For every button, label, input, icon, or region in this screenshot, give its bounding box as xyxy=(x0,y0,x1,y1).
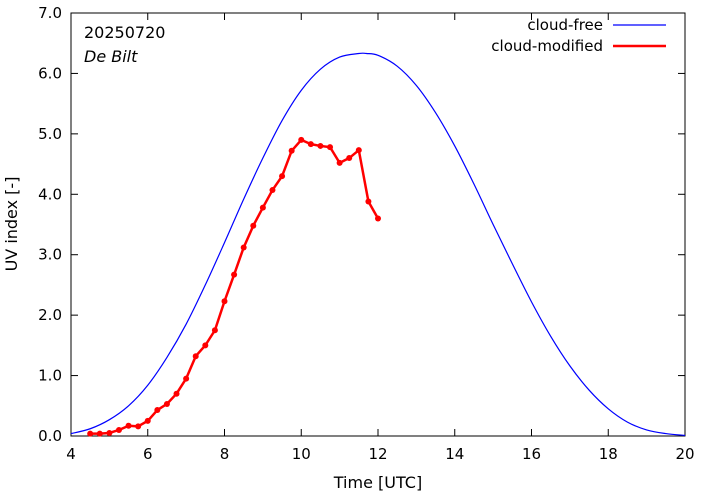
data-point-cloud-modified xyxy=(87,430,94,437)
series-layer xyxy=(70,52,686,437)
x-tick-label: 12 xyxy=(368,445,387,463)
x-axis-ticks: 4 6 8 10 12 14 16 18 20 xyxy=(66,13,695,463)
data-point-cloud-modified xyxy=(317,142,324,149)
x-tick-label: 8 xyxy=(220,445,230,463)
data-point-cloud-modified xyxy=(259,204,266,211)
data-point-cloud-modified xyxy=(346,155,353,162)
data-point-cloud-modified xyxy=(298,136,305,143)
y-tick-label: 5.0 xyxy=(38,125,62,143)
data-point-cloud-modified xyxy=(355,147,362,154)
plot-frame-group xyxy=(70,12,686,437)
data-point-cloud-modified xyxy=(240,244,247,251)
data-point-cloud-modified xyxy=(336,159,343,166)
data-point-cloud-modified xyxy=(192,353,199,360)
series-line-cloud-modified xyxy=(90,138,380,435)
series-line-cloud-free xyxy=(70,52,686,436)
data-point-cloud-modified xyxy=(154,407,161,414)
data-point-cloud-modified xyxy=(375,215,381,222)
data-point-cloud-modified xyxy=(125,422,132,429)
x-tick-label: 16 xyxy=(522,445,541,463)
x-axis-label: Time [UTC] xyxy=(333,473,422,492)
data-point-cloud-modified xyxy=(163,400,170,407)
data-point-cloud-modified xyxy=(250,222,257,229)
data-point-cloud-modified xyxy=(106,429,113,436)
data-point-cloud-modified xyxy=(279,173,286,180)
data-point-cloud-modified xyxy=(327,144,334,151)
x-tick-label: 14 xyxy=(445,445,464,463)
x-tick-label: 6 xyxy=(143,445,153,463)
legend-label-cloud-modified: cloud-modified xyxy=(491,37,603,55)
y-axis-label: UV index [-] xyxy=(2,177,21,272)
y-tick-label: 6.0 xyxy=(38,64,62,82)
x-tick-label: 18 xyxy=(599,445,618,463)
data-point-cloud-modified xyxy=(135,423,142,430)
y-tick-label: 3.0 xyxy=(38,246,62,264)
y-tick-label: 0.0 xyxy=(38,427,62,445)
station-annotation: De Bilt xyxy=(84,47,138,66)
data-point-cloud-modified xyxy=(183,375,190,382)
data-point-cloud-modified xyxy=(211,327,218,334)
data-point-cloud-modified xyxy=(231,271,238,278)
y-tick-label: 7.0 xyxy=(38,4,62,22)
data-point-cloud-modified xyxy=(144,417,151,424)
data-point-cloud-modified xyxy=(115,426,122,433)
data-point-cloud-modified xyxy=(173,390,180,397)
x-tick-label: 10 xyxy=(292,445,311,463)
plot-frame xyxy=(70,12,686,437)
data-point-cloud-modified xyxy=(96,430,103,437)
legend-label-cloud-free: cloud-free xyxy=(527,16,603,34)
legend: cloud-free cloud-modified xyxy=(491,16,666,55)
data-point-cloud-modified xyxy=(269,187,276,194)
data-point-cloud-modified xyxy=(307,141,314,148)
data-point-cloud-modified xyxy=(202,342,209,349)
y-tick-label: 1.0 xyxy=(38,367,62,385)
y-tick-label: 2.0 xyxy=(38,306,62,324)
y-axis-ticks: 0.0 1.0 2.0 3.0 4.0 5.0 6.0 7.0 xyxy=(38,4,685,445)
data-point-cloud-modified xyxy=(221,298,228,305)
date-annotation: 20250720 xyxy=(84,23,165,42)
x-tick-label: 4 xyxy=(66,445,76,463)
data-point-cloud-modified xyxy=(288,147,295,154)
x-tick-label: 20 xyxy=(675,445,694,463)
data-point-cloud-modified xyxy=(365,198,372,205)
y-tick-label: 4.0 xyxy=(38,185,62,203)
